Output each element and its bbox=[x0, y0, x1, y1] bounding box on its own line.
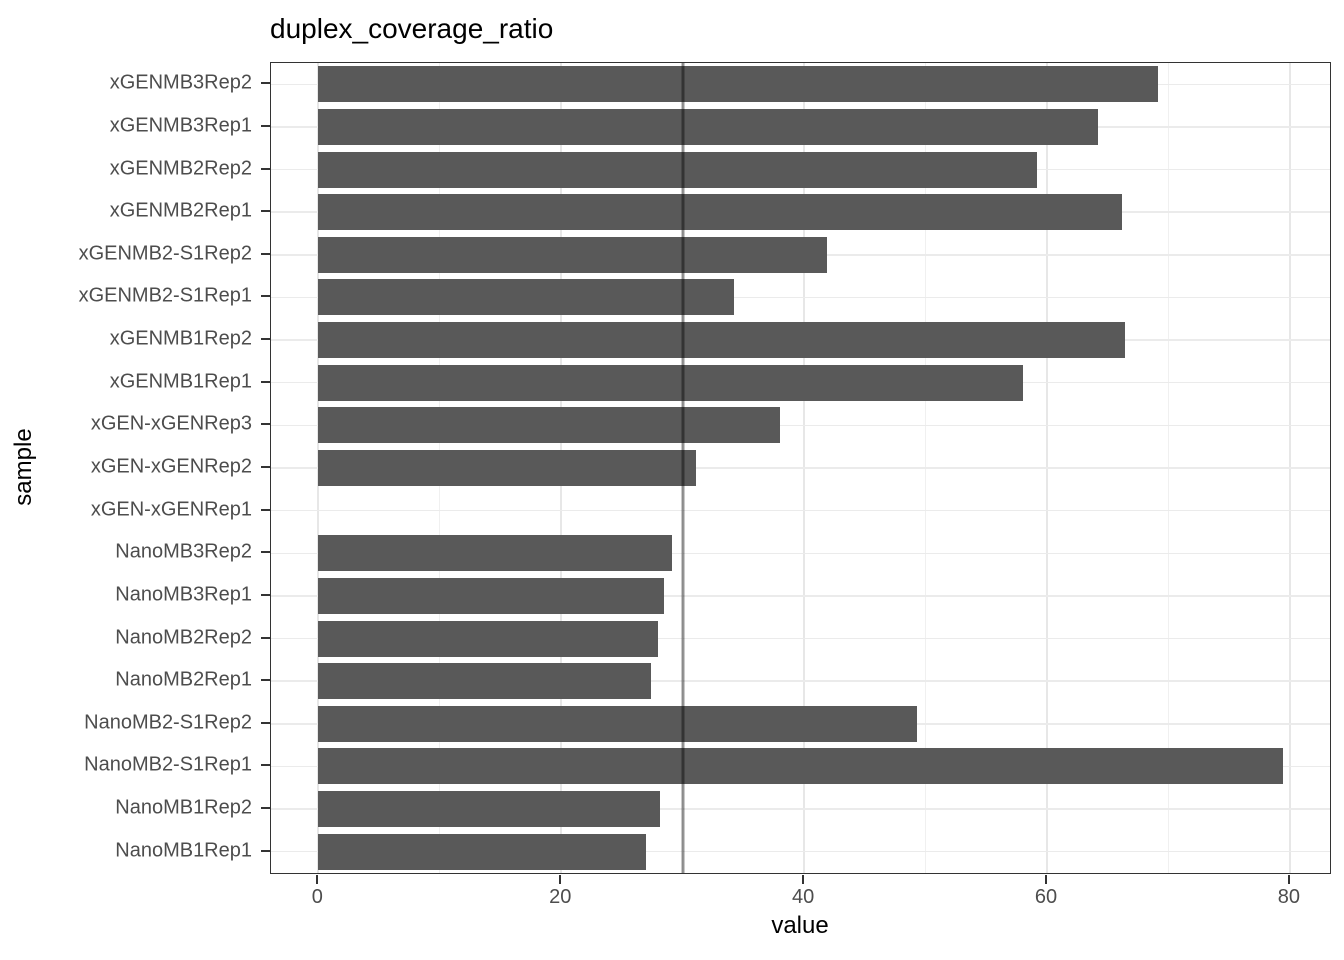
y-tick-mark bbox=[261, 551, 270, 554]
y-tick-mark bbox=[261, 593, 270, 596]
y-tick-label: NanoMB3Rep2 bbox=[115, 540, 252, 563]
y-tick-mark bbox=[261, 338, 270, 341]
x-tick-mark bbox=[1287, 875, 1290, 884]
y-tick-mark bbox=[261, 82, 270, 85]
y-tick-mark bbox=[261, 849, 270, 852]
bar bbox=[318, 66, 1158, 103]
bar bbox=[318, 108, 1099, 145]
y-tick-mark bbox=[261, 764, 270, 767]
y-tick-mark bbox=[261, 295, 270, 298]
bar bbox=[318, 364, 1023, 401]
y-tick-label: NanoMB2Rep2 bbox=[115, 626, 252, 649]
gridline-horizontal bbox=[271, 808, 1330, 810]
y-tick-label: xGEN-xGENRep1 bbox=[90, 498, 252, 521]
bar bbox=[318, 535, 672, 572]
y-tick-label: xGENMB2-S1Rep1 bbox=[78, 284, 252, 307]
x-tick-label: 0 bbox=[311, 886, 323, 908]
x-tick-label: 40 bbox=[792, 886, 815, 908]
bar bbox=[318, 151, 1038, 188]
y-tick-mark bbox=[261, 423, 270, 426]
y-tick-label: xGENMB2Rep1 bbox=[109, 199, 252, 222]
x-tick-label: 80 bbox=[1277, 886, 1301, 908]
bar bbox=[318, 194, 1123, 231]
bar bbox=[318, 748, 1283, 785]
y-tick-mark bbox=[261, 466, 270, 468]
bar bbox=[318, 577, 665, 614]
y-tick-label: xGEN-xGENRep2 bbox=[90, 455, 252, 478]
x-tick-label: 20 bbox=[549, 886, 572, 908]
y-tick-label: NanoMB2Rep1 bbox=[115, 668, 252, 691]
x-tick-label: 60 bbox=[1034, 886, 1058, 908]
y-tick-mark bbox=[261, 252, 270, 255]
bar bbox=[318, 236, 828, 273]
gridline-horizontal bbox=[271, 467, 1330, 469]
reference-line bbox=[681, 63, 685, 873]
y-tick-mark bbox=[261, 167, 270, 170]
bar bbox=[318, 322, 1125, 359]
y-tick-label: xGENMB2-S1Rep2 bbox=[78, 242, 252, 265]
y-tick-mark bbox=[261, 721, 270, 724]
y-tick-label: xGENMB3Rep2 bbox=[109, 71, 252, 94]
x-axis-title: value bbox=[771, 912, 829, 939]
y-tick-label: NanoMB1Rep1 bbox=[115, 839, 252, 862]
bar bbox=[318, 450, 697, 486]
y-tick-mark bbox=[261, 807, 270, 810]
y-tick-label: xGEN-xGENRep3 bbox=[90, 412, 252, 435]
y-tick-label: xGENMB2Rep2 bbox=[109, 157, 252, 180]
x-tick-mark bbox=[1045, 875, 1048, 884]
y-tick-label: NanoMB2-S1Rep2 bbox=[84, 711, 252, 734]
x-tick-mark bbox=[559, 875, 562, 884]
plot-panel bbox=[270, 62, 1331, 874]
chart-title: duplex_coverage_ratio bbox=[270, 13, 554, 44]
gridline-horizontal bbox=[271, 296, 1330, 299]
y-tick-mark bbox=[261, 508, 270, 511]
y-tick-label: xGENMB1Rep1 bbox=[109, 370, 252, 393]
y-tick-mark bbox=[261, 636, 270, 639]
y-tick-mark bbox=[261, 124, 270, 127]
gridline-horizontal bbox=[271, 595, 1330, 597]
bar bbox=[318, 791, 660, 828]
gridline-horizontal bbox=[271, 552, 1330, 554]
y-tick-label: NanoMB2-S1Rep1 bbox=[84, 753, 252, 776]
gridline-horizontal bbox=[271, 680, 1330, 682]
y-tick-mark bbox=[261, 210, 270, 213]
bar bbox=[318, 833, 647, 870]
bar bbox=[318, 705, 918, 742]
y-tick-label: xGENMB3Rep1 bbox=[109, 114, 252, 137]
x-tick-mark bbox=[802, 875, 805, 884]
y-tick-label: NanoMB1Rep2 bbox=[115, 796, 252, 819]
bar bbox=[318, 663, 652, 700]
bar bbox=[318, 407, 780, 444]
bar bbox=[318, 620, 659, 657]
y-tick-label: xGENMB1Rep2 bbox=[109, 327, 252, 350]
gridline-horizontal bbox=[271, 424, 1330, 427]
x-tick-mark bbox=[316, 875, 319, 884]
gridline-horizontal bbox=[271, 637, 1330, 640]
y-tick-mark bbox=[261, 380, 270, 383]
bar bbox=[318, 279, 734, 316]
y-tick-label: NanoMB3Rep1 bbox=[115, 583, 252, 606]
gridline-horizontal bbox=[271, 509, 1330, 512]
y-tick-mark bbox=[261, 679, 270, 682]
gridline-horizontal bbox=[271, 850, 1330, 853]
